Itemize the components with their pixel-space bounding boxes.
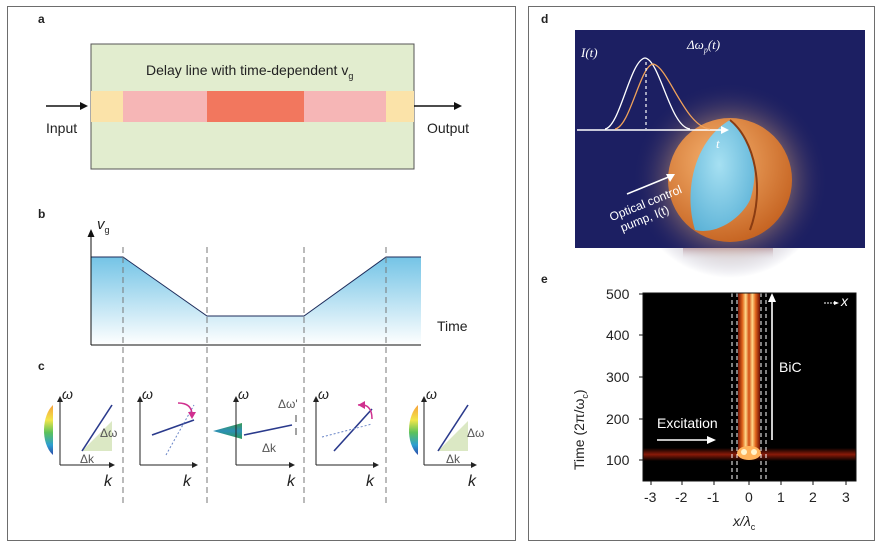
trapped-beam [738,293,760,455]
dispersion-line-5 [437,404,469,452]
waveguide-segment-1 [123,91,207,122]
output-label: Output [427,120,470,136]
pump-arrow [626,175,672,195]
panel-label-b: b [38,207,46,221]
delta-omega-p-label: Δωp(t) [687,37,721,55]
microresonator-illustration [575,30,865,278]
dispersion-diagram-4 [313,396,379,468]
intensity-label: I(t) [581,45,598,60]
waveguide-segment-3 [304,91,386,122]
panel-label-e: e [541,272,548,286]
panel-label-c: c [38,359,45,373]
bic-label: BiC [779,359,802,375]
intensity-pulse [604,57,691,130]
group-velocity-plot [87,229,421,346]
dispersion-line-2 [151,419,195,436]
x-tick-0: 0 [745,489,753,505]
omega-label-2: ω [142,386,153,402]
dispersion-line-1 [81,404,113,452]
k-label-5: k [468,473,476,490]
y-tick-400: 400 [606,327,630,343]
vg-y-label: vg [97,216,110,235]
sphere-cutaway-core [690,120,755,231]
delta-omega-label-1: Δω [100,426,118,440]
x-tick-m3: -3 [644,489,657,505]
heatmap-y-label: Time (2π/ωc) [571,389,590,470]
pulse-spectrum-3 [213,423,242,439]
dispersion-diagram-5 [408,396,477,468]
excitation-arrowhead [707,436,716,444]
x-tick-m1: -1 [707,489,720,505]
y-tick-200: 200 [606,411,630,427]
k-label-3: k [287,473,295,490]
vg-profile-line [91,256,421,317]
frequency-shift-pulse [614,63,711,130]
heatmap-x-label: x/λc [733,513,756,532]
dispersion-ref-2 [165,404,195,456]
delta-omega-prime-label-3: Δω' [278,397,298,411]
band-shade-1 [82,421,112,451]
pump-arrowhead [666,174,675,182]
x-tick-1: 1 [777,489,785,505]
k-label-1: k [104,473,112,490]
waveguide-segment-2 [207,91,304,122]
omega-label-1: ω [62,386,73,402]
output-arrowhead [454,102,462,110]
band-shade-5 [438,421,468,451]
excitation-spot [737,446,761,460]
pulse-spectrum-5 [408,405,418,455]
waveguide-guide-end-right [386,91,414,122]
dispersion-diagram-2 [137,396,198,468]
panel-label-a: a [38,12,45,26]
dispersion-diagram-1 [43,396,115,468]
time-axis-arrowhead [721,126,729,134]
input-arrowhead [80,102,88,110]
k-label-4: k [366,473,374,490]
x-tick-2: 2 [809,489,817,505]
x-axis-tag: x [841,293,848,309]
waveguide-guide-end-left [91,91,123,122]
excitation-label: Excitation [657,415,718,431]
dispersion-ref-4 [321,423,373,438]
delay-line-title: Delay line with time-dependent vg [146,62,354,81]
vg-x-label: Time [437,318,468,334]
dispersion-diagram-3 [213,396,297,468]
y-tick-100: 100 [606,452,630,468]
sphere-cut-edge [729,119,759,231]
y-tick-300: 300 [606,369,630,385]
k-label-2: k [183,473,191,490]
time-separators [122,247,387,505]
omega-label-5: ω [426,386,437,402]
dispersion-diagrams [43,396,477,468]
time-label-d: t [716,136,720,151]
panel-label-d: d [541,12,549,26]
input-label: Input [46,120,78,136]
dispersion-line-4 [333,408,373,452]
x-tick-m2: -2 [675,489,688,505]
delta-omega-label-5: Δω [467,426,485,440]
bic-arrowhead [768,293,776,302]
vg-y-arrowhead [87,229,95,237]
pulse-spectrum-1 [43,405,53,455]
delta-k-label-5: Δk [446,452,461,466]
delay-line-diagram [46,43,462,170]
omega-label-3: ω [238,386,249,402]
dispersion-line-3 [243,424,293,436]
vg-profile-fill [91,257,421,345]
x-tick-3: 3 [842,489,850,505]
omega-label-4: ω [318,386,329,402]
delta-k-label-3: Δk [262,441,277,455]
y-tick-500: 500 [606,286,630,302]
delta-k-label-1: Δk [80,452,95,466]
